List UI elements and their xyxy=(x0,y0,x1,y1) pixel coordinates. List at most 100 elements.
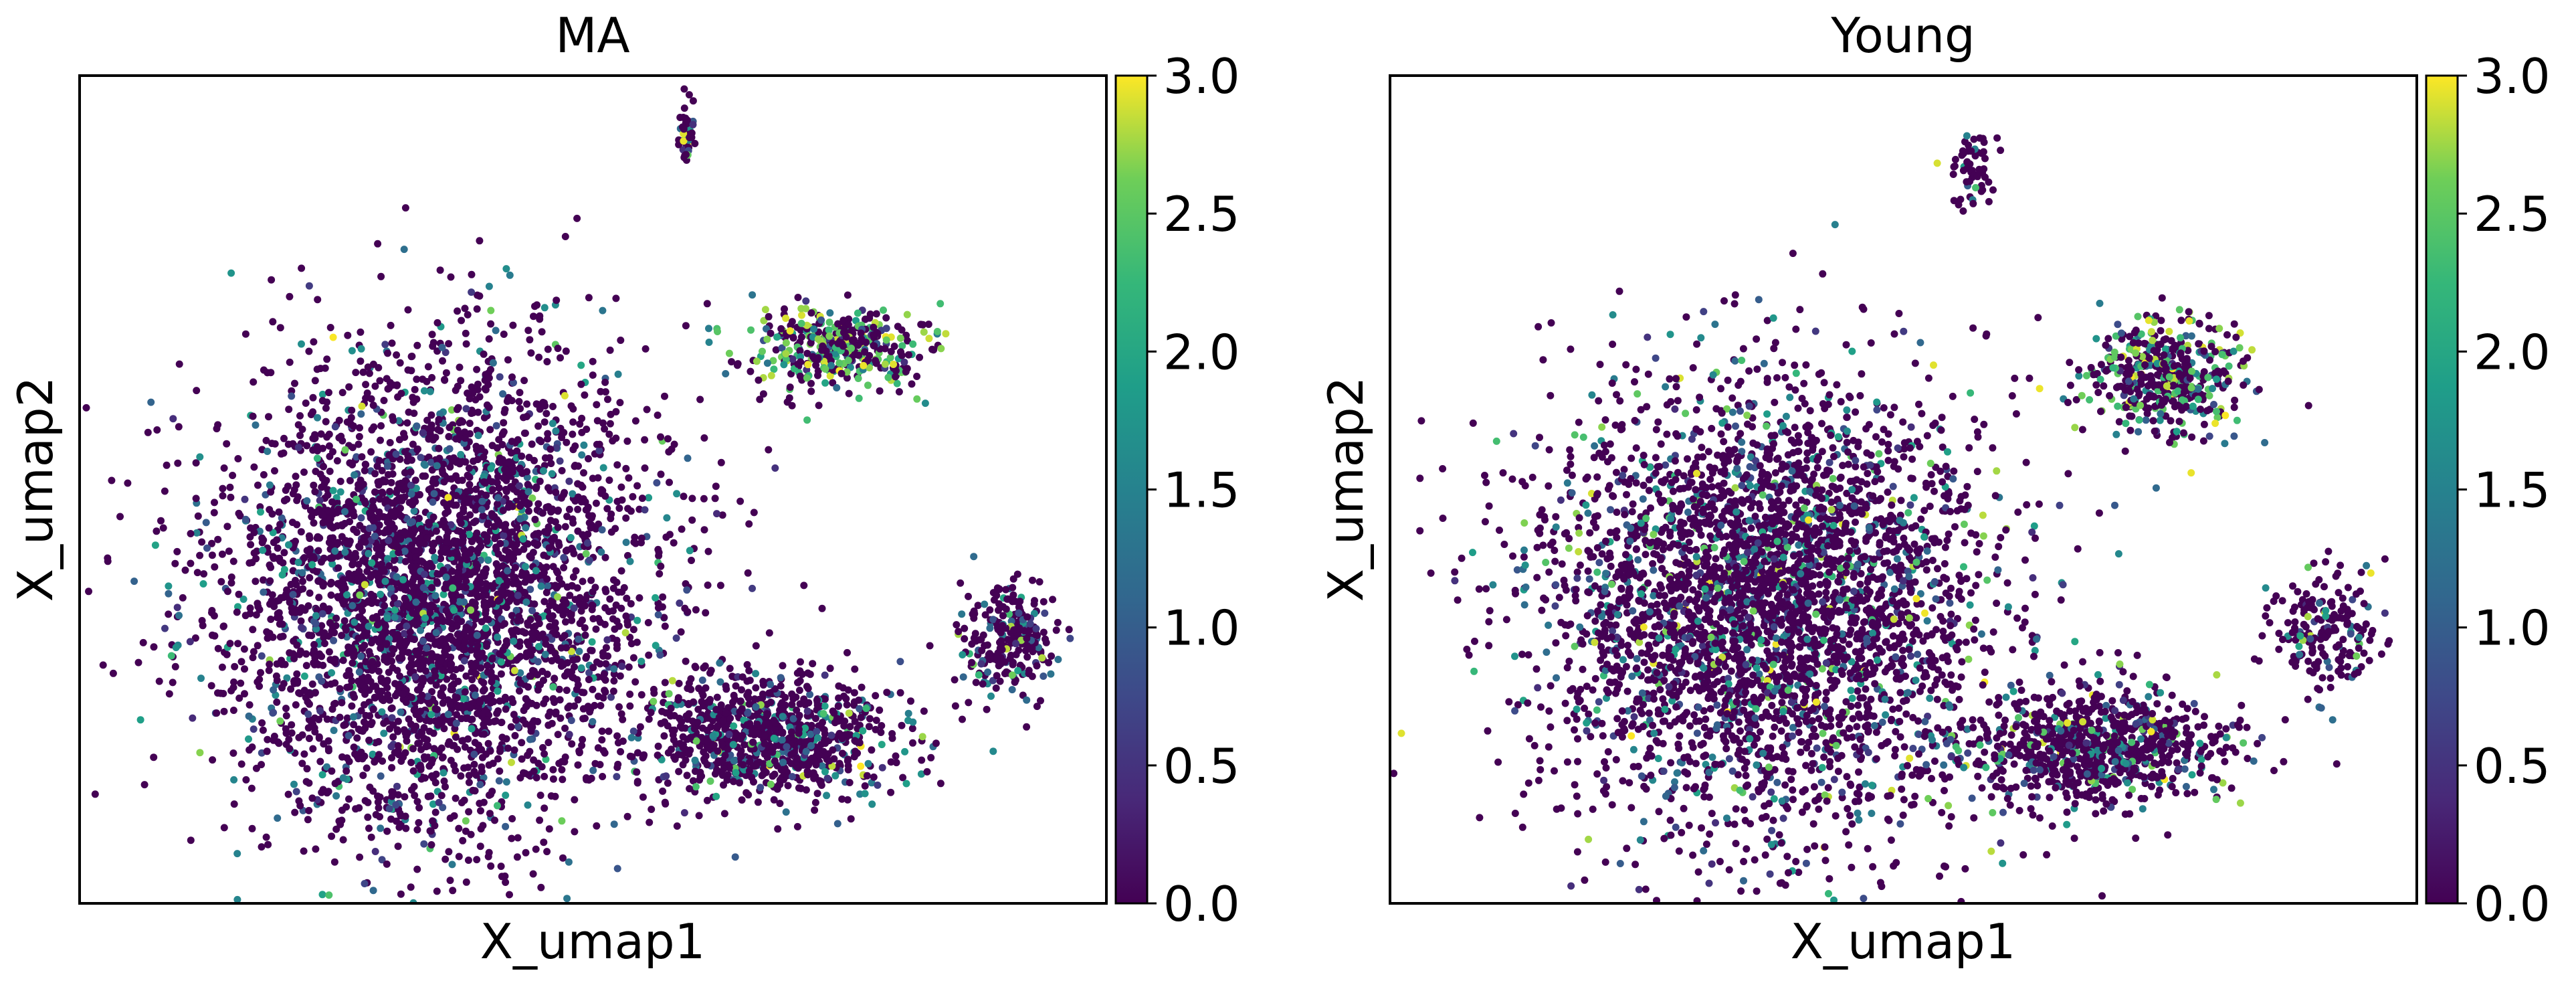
scatter-point xyxy=(770,734,778,742)
scatter-point xyxy=(315,506,323,514)
scatter-point xyxy=(927,753,935,762)
scatter-point xyxy=(305,631,313,639)
scatter-point xyxy=(308,513,316,521)
scatter-point xyxy=(559,854,567,862)
scatter-point xyxy=(401,528,409,536)
scatter-point xyxy=(426,634,434,642)
scatter-point xyxy=(526,747,534,755)
scatter-point xyxy=(514,580,521,588)
scatter-point xyxy=(526,336,534,344)
scatter-point xyxy=(355,567,363,575)
scatter-point xyxy=(230,678,237,686)
scatter-point xyxy=(593,417,601,425)
scatter-point xyxy=(597,387,605,395)
scatter-point xyxy=(350,743,358,751)
scatter-point xyxy=(478,677,486,685)
scatter-point xyxy=(501,466,509,474)
scatter-point xyxy=(487,464,495,472)
scatter-point xyxy=(449,887,457,895)
scatter-point xyxy=(454,745,462,753)
scatter-point xyxy=(412,553,420,561)
scatter-point xyxy=(499,646,507,654)
scatter-point xyxy=(500,331,508,338)
scatter-point xyxy=(431,705,439,713)
scatter-point xyxy=(464,857,472,864)
scatter-point xyxy=(159,524,167,532)
scatter-point xyxy=(515,397,523,406)
scatter-point xyxy=(513,524,521,531)
scatter-point xyxy=(339,836,347,844)
scatter-point xyxy=(270,686,278,694)
scatter-point xyxy=(437,744,445,752)
scatter-point xyxy=(262,436,270,444)
scatter-point xyxy=(540,528,549,536)
scatter-point xyxy=(497,863,505,871)
scatter-point xyxy=(823,774,831,782)
scatter-point xyxy=(448,660,456,668)
scatter-point xyxy=(350,713,357,721)
scatter-point xyxy=(501,693,509,701)
scatter-point xyxy=(296,647,304,655)
scatter-point xyxy=(666,478,673,486)
scatter-point xyxy=(292,608,300,616)
scatter-point xyxy=(397,479,405,487)
scatter-point xyxy=(497,658,505,666)
scatter-point xyxy=(433,456,441,464)
scatter-point xyxy=(313,606,321,614)
scatter-point xyxy=(563,513,571,521)
scatter-point xyxy=(351,618,359,626)
scatter-point xyxy=(189,714,197,722)
scatter-point xyxy=(397,708,405,716)
scatter-point xyxy=(480,568,488,576)
scatter-point xyxy=(582,595,590,603)
scatter-point xyxy=(509,321,517,329)
scatter-point xyxy=(551,650,559,657)
scatter-point xyxy=(813,727,821,735)
scatter-point xyxy=(386,488,394,495)
scatter-point xyxy=(777,682,785,690)
scatter-point xyxy=(241,515,250,523)
scatter-point xyxy=(819,719,826,727)
scatter-point xyxy=(635,594,643,602)
scatter-point xyxy=(192,495,200,503)
scatter-point xyxy=(161,624,169,632)
scatter-point xyxy=(258,719,266,727)
scatter-point xyxy=(448,406,456,414)
scatter-point xyxy=(417,557,425,565)
scatter-point xyxy=(585,556,593,564)
scatter-point xyxy=(522,563,529,571)
scatter-point xyxy=(622,514,630,522)
scatter-point xyxy=(369,658,377,666)
scatter-point xyxy=(448,590,456,598)
scatter-point xyxy=(456,598,464,606)
scatter-point xyxy=(477,664,485,672)
scatter-point xyxy=(248,824,256,832)
scatter-point xyxy=(314,547,322,555)
scatter-point xyxy=(381,341,389,349)
scatter-point xyxy=(413,341,421,349)
scatter-point xyxy=(452,733,460,741)
scatter-point xyxy=(382,497,390,505)
scatter-point xyxy=(497,670,505,678)
scatter-point xyxy=(549,775,557,783)
scatter-point xyxy=(461,434,469,442)
scatter-point xyxy=(108,476,116,484)
scatter-point xyxy=(369,595,377,603)
scatter-point xyxy=(712,482,720,490)
scatter-point xyxy=(367,721,375,729)
scatter-point xyxy=(730,778,738,786)
scatter-point xyxy=(390,594,398,602)
scatter-point xyxy=(324,486,332,494)
scatter-point xyxy=(530,573,538,581)
scatter-point xyxy=(229,707,237,714)
scatter-point xyxy=(472,771,480,779)
scatter-point xyxy=(645,494,653,502)
scatter-point xyxy=(800,581,808,590)
scatter-point xyxy=(495,577,503,585)
scatter-point xyxy=(510,554,517,562)
scatter-point xyxy=(350,512,358,520)
scatter-point xyxy=(382,513,390,521)
scatter-point xyxy=(614,370,622,378)
scatter-point xyxy=(237,658,245,666)
scatter-point xyxy=(809,660,817,668)
